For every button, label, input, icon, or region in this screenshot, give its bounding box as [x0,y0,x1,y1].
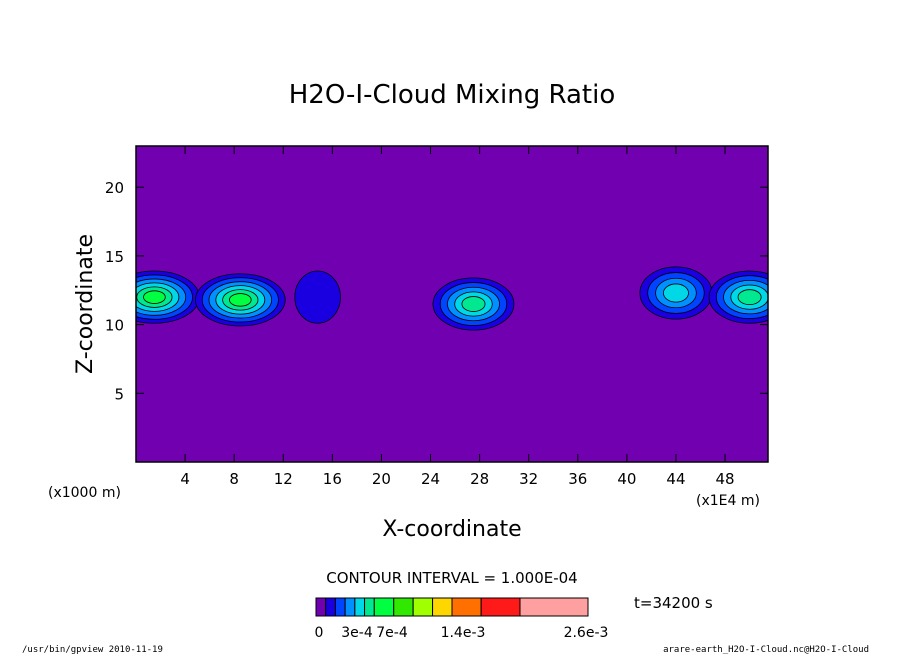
chart-title: H2O-I-Cloud Mixing Ratio [289,80,616,110]
footer-right: arare-earth_H2O-I-Cloud.nc@H2O-I-Cloud [663,645,869,654]
colorbar-swatch [325,597,336,617]
plot-frame [135,145,769,463]
y-axis-label: Z-coordinate [73,234,98,374]
x-tick-label: 4 [180,470,190,488]
x-tick-label: 48 [716,470,735,488]
x-tick-label: 44 [666,470,685,488]
x-tick-label: 28 [470,470,489,488]
x-unit-left: (x1000 m) [48,485,121,501]
colorbar-labels: 0 3e-4 7e-4 1.4e-3 2.6e-3 [315,625,609,641]
colorbar-label: 7e-4 [376,625,408,641]
x-tick-label: 40 [617,470,636,488]
colorbar-label: 3e-4 [341,625,373,641]
cloud-contour [663,283,689,303]
colorbar-swatch [315,597,327,617]
x-axis-label: X-coordinate [382,517,521,542]
x-tick-label: 24 [421,470,440,488]
colorbar-swatch [373,597,395,617]
cloud-contour [294,270,341,324]
y-axis: 5 10 15 20 [105,179,768,403]
colorbar-label: 0 [315,625,324,641]
cloud-contours [136,266,768,331]
time-label: t=34200 s [634,594,713,612]
cloud-contour [143,290,166,304]
y-tick-label: 5 [114,385,124,403]
colorbar-swatch [393,597,414,617]
x-tick-label: 32 [519,470,538,488]
colorbar-swatch [364,597,375,617]
x-axis: 4 8 12 16 20 24 28 32 36 40 44 48 [180,146,735,488]
colorbar-label: 1.4e-3 [441,625,486,641]
contour-interval-label: CONTOUR INTERVAL = 1.000E-04 [326,569,577,587]
colorbar-swatch [432,597,453,617]
colorbar-swatch [519,597,589,617]
y-tick-label: 15 [105,248,124,266]
colorbar-swatch [451,597,482,617]
colorbar-label: 2.6e-3 [564,625,609,641]
colorbar-swatch [334,597,346,617]
colorbar-swatch [412,597,434,617]
x-tick-label: 36 [568,470,587,488]
colorbar [315,597,589,617]
x-unit-right: (x1E4 m) [696,493,760,509]
colorbar-swatch [344,597,356,617]
x-tick-label: 12 [274,470,293,488]
x-tick-label: 8 [229,470,239,488]
footer-left: /usr/bin/gpview 2010-11-19 [22,645,163,654]
colorbar-swatch [480,597,521,617]
x-tick-label: 16 [323,470,342,488]
y-tick-label: 10 [105,317,124,335]
colorbar-swatch [354,597,366,617]
x-tick-label: 20 [372,470,391,488]
cloud-contour [461,296,486,312]
cloud-contour [229,293,252,307]
cloud-contour [737,289,762,305]
y-tick-label: 20 [105,179,124,197]
